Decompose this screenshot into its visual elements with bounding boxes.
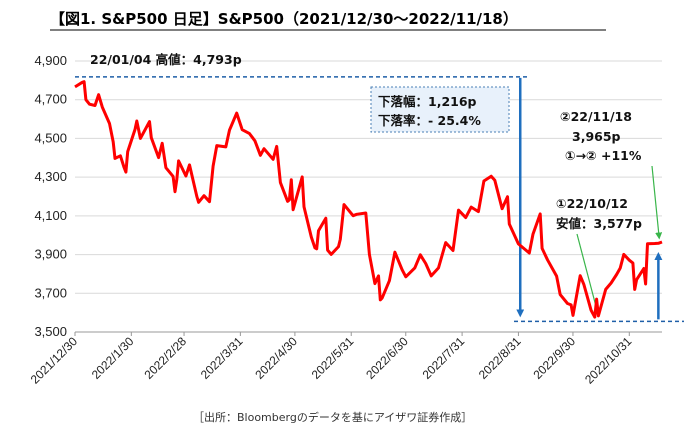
last-label-date: ②22/11/18 (560, 109, 632, 124)
source-note: ［出所：Bloombergのデータを基にアイザワ証券作成］ (193, 410, 472, 424)
low-pointer-arrow (576, 233, 601, 317)
last-pointer-arrow (651, 165, 663, 240)
x-tick-label: 2022/3/31 (198, 334, 246, 382)
x-tick-label: 2022/2/28 (142, 334, 190, 382)
y-tick-label: 3,900 (34, 247, 67, 262)
series-line (74, 80, 663, 319)
drop-box (370, 86, 510, 133)
last-label-gain: ①→② +11% (565, 148, 642, 163)
x-axis: 2021/12/30 2022/1/30 2022/2/28 2022/3/31 202… (28, 332, 635, 387)
y-axis: 3,500 3,700 3,900 4,100 4,300 4,500 4,700 4,900 (34, 53, 67, 339)
x-tick-label: 2022/8/31 (476, 334, 524, 382)
x-tick-label: 2022/9/30 (530, 334, 578, 382)
y-tick-label: 4,700 (34, 92, 67, 107)
x-tick-label: 2022/4/30 (252, 334, 300, 382)
annotation-lines (75, 76, 684, 323)
y-tick-label: 4,500 (34, 130, 67, 145)
high-label: 22/01/04 高値：4,793p (90, 52, 242, 67)
low-label-value: 安値：3,577p (556, 216, 642, 231)
drop-rate-label: 下落率：- 25.4% (378, 113, 481, 128)
y-tick-label: 4,100 (34, 208, 67, 223)
y-tick-label: 4,300 (34, 169, 67, 184)
last-label-value: 3,965p (572, 129, 621, 144)
low-label-date: ①22/10/12 (556, 196, 628, 211)
y-tick-label: 4,900 (34, 53, 67, 68)
y-tick-label: 3,700 (34, 285, 67, 300)
x-tick-label: 2022/5/31 (309, 334, 357, 382)
y-tick-label: 3,500 (34, 324, 67, 339)
x-tick-label: 2022/7/31 (420, 334, 468, 382)
x-tick-label: 2022/1/30 (89, 334, 137, 382)
drop-width-label: 下落幅：1,216p (378, 94, 477, 109)
x-tick-label: 2022/10/31 (582, 334, 635, 387)
x-tick-label: 2021/12/30 (28, 334, 81, 387)
chart-title: 【図1. S&P500 日足】S&P500（2021/12/30～2022/11… (50, 10, 518, 28)
x-tick-label: 2022/6/30 (363, 334, 411, 382)
